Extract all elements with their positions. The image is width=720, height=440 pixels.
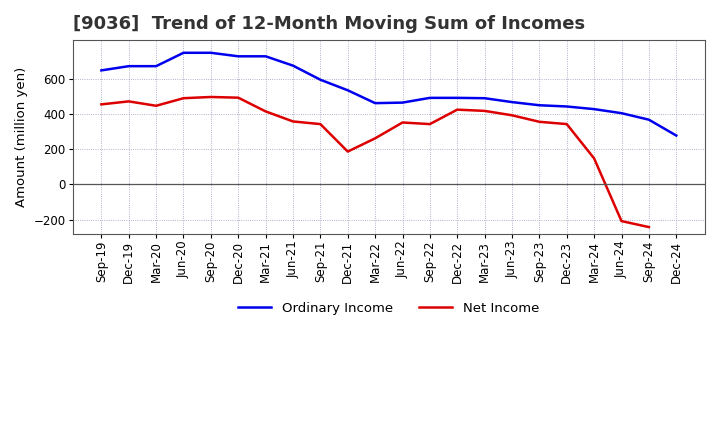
Net Income xyxy=(398,120,407,125)
Net Income xyxy=(371,136,379,141)
Y-axis label: Amount (million yen): Amount (million yen) xyxy=(15,67,28,207)
Net Income xyxy=(426,121,434,127)
Ordinary Income xyxy=(480,95,489,101)
Ordinary Income xyxy=(590,106,598,112)
Net Income xyxy=(234,95,243,100)
Line: Ordinary Income: Ordinary Income xyxy=(102,53,676,136)
Ordinary Income xyxy=(426,95,434,100)
Net Income xyxy=(508,113,516,118)
Ordinary Income xyxy=(207,50,215,55)
Net Income xyxy=(590,156,598,161)
Net Income xyxy=(125,99,133,104)
Net Income xyxy=(535,119,544,125)
Net Income xyxy=(316,121,325,127)
Ordinary Income xyxy=(125,63,133,69)
Ordinary Income xyxy=(535,103,544,108)
Net Income xyxy=(152,103,161,108)
Ordinary Income xyxy=(398,100,407,105)
Ordinary Income xyxy=(289,63,297,68)
Ordinary Income xyxy=(672,133,680,138)
Net Income xyxy=(343,149,352,154)
Net Income xyxy=(562,121,571,127)
Ordinary Income xyxy=(644,117,653,122)
Ordinary Income xyxy=(234,54,243,59)
Net Income xyxy=(179,95,188,101)
Ordinary Income xyxy=(453,95,462,100)
Ordinary Income xyxy=(343,88,352,93)
Net Income xyxy=(97,102,106,107)
Ordinary Income xyxy=(261,54,270,59)
Net Income xyxy=(453,107,462,112)
Text: [9036]  Trend of 12-Month Moving Sum of Incomes: [9036] Trend of 12-Month Moving Sum of I… xyxy=(73,15,585,33)
Ordinary Income xyxy=(371,100,379,106)
Line: Net Income: Net Income xyxy=(102,97,649,227)
Ordinary Income xyxy=(152,63,161,69)
Ordinary Income xyxy=(508,99,516,105)
Net Income xyxy=(207,94,215,99)
Ordinary Income xyxy=(562,104,571,109)
Net Income xyxy=(480,108,489,114)
Ordinary Income xyxy=(97,68,106,73)
Ordinary Income xyxy=(179,50,188,55)
Ordinary Income xyxy=(316,77,325,82)
Net Income xyxy=(261,109,270,114)
Legend: Ordinary Income, Net Income: Ordinary Income, Net Income xyxy=(233,297,544,320)
Net Income xyxy=(289,119,297,124)
Net Income xyxy=(644,224,653,230)
Net Income xyxy=(617,218,626,224)
Ordinary Income xyxy=(617,110,626,116)
